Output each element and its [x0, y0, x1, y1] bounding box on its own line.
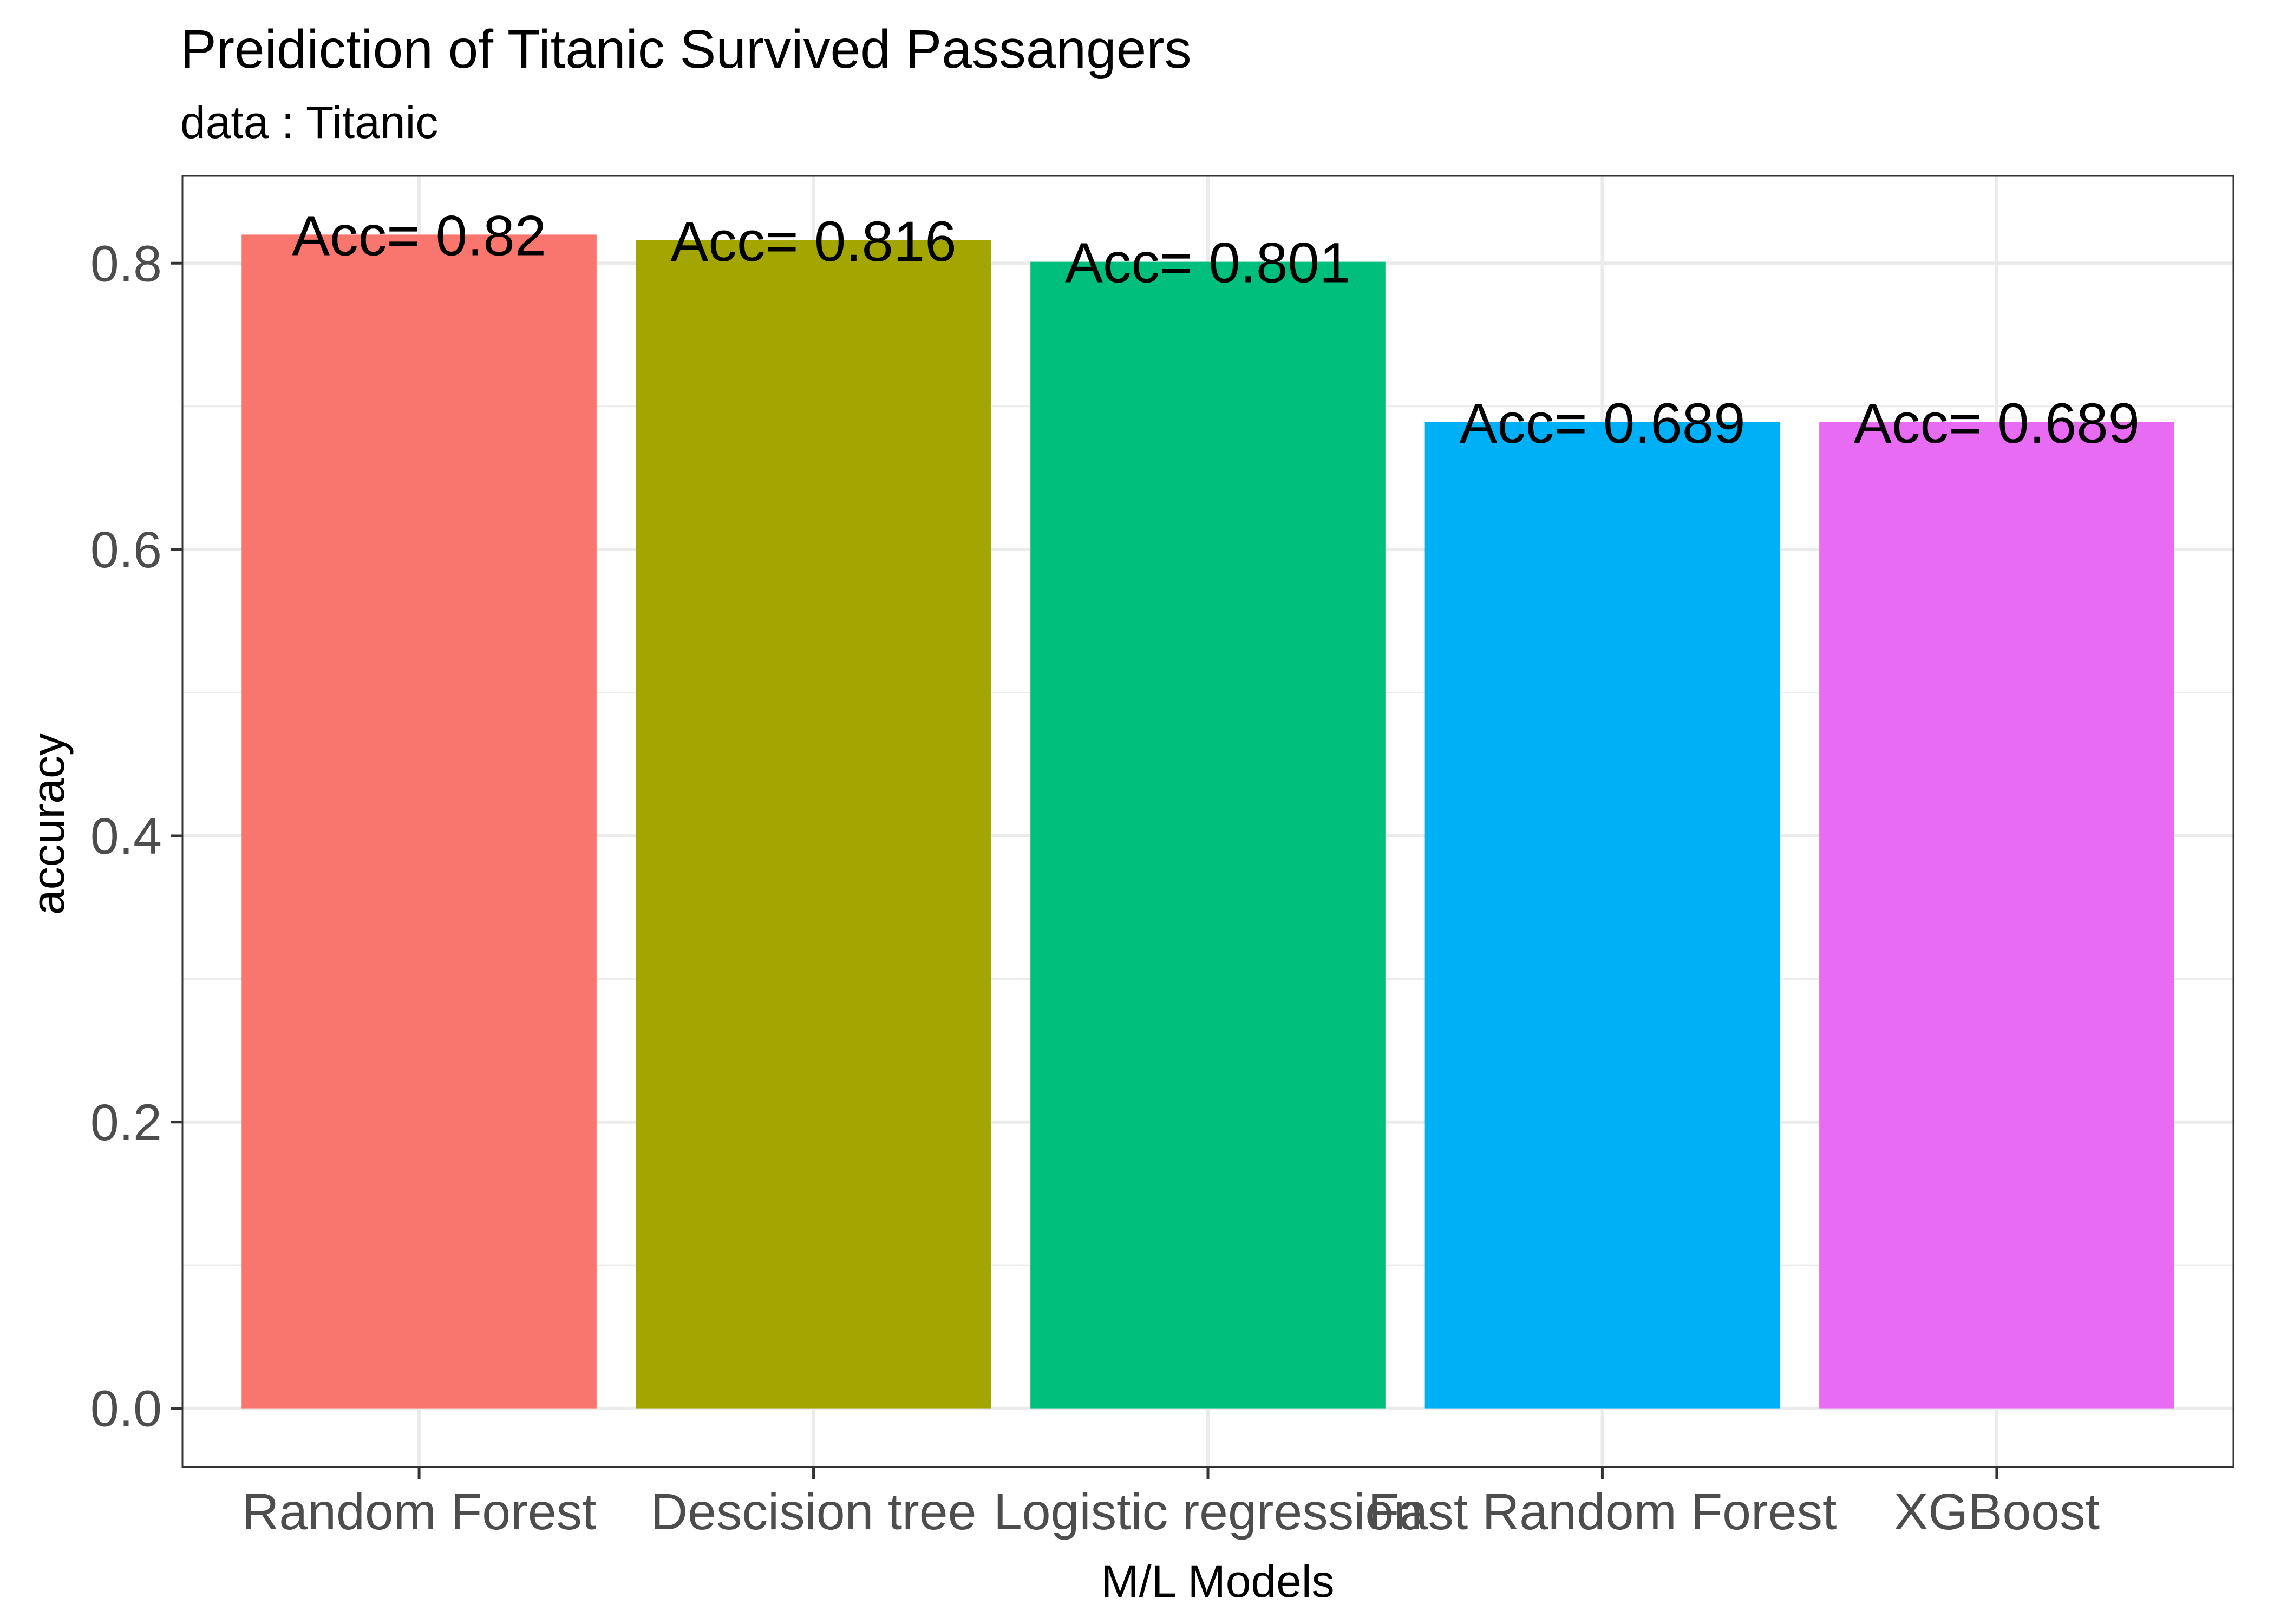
x-tick-label: Random Forest — [242, 1483, 597, 1541]
y-tick-label: 0.4 — [90, 808, 162, 865]
bar — [1424, 422, 1780, 1409]
x-axis-title: M/L Models — [1101, 1556, 1334, 1607]
data-label: Acc= 0.816 — [670, 210, 956, 273]
x-tick-label: Fast Random Forest — [1368, 1483, 1837, 1541]
y-tick-label: 0.2 — [90, 1094, 162, 1151]
data-label: Acc= 0.82 — [292, 204, 546, 267]
chart-subtitle: data : Titanic — [180, 97, 438, 148]
y-tick-label: 0.6 — [90, 521, 162, 579]
bars — [241, 234, 2174, 1409]
bar — [241, 234, 597, 1409]
x-axis: Random Forest Descision tree Logistic regr… — [242, 1467, 2100, 1541]
y-tick-label: 0.8 — [90, 235, 162, 292]
bar — [1030, 261, 1386, 1409]
chart-title: Preidiction of Titanic Survived Passange… — [180, 19, 1192, 80]
bar — [1819, 422, 2174, 1409]
y-axis: 0.0 0.2 0.4 0.6 0.8 — [90, 235, 182, 1438]
x-tick-label: XGBoost — [1894, 1483, 2100, 1541]
data-label: Acc= 0.689 — [1854, 392, 2140, 455]
data-label: Acc= 0.689 — [1459, 392, 1745, 455]
x-tick-label: Logistic regression — [994, 1483, 1422, 1541]
bar — [636, 240, 991, 1409]
y-axis-title: accuracy — [23, 733, 74, 915]
y-tick-label: 0.0 — [90, 1380, 162, 1438]
data-labels: Acc= 0.82 Acc= 0.816 Acc= 0.801 Acc= 0.689 A… — [292, 204, 2140, 455]
x-tick-label: Descision tree — [651, 1483, 977, 1541]
data-label: Acc= 0.801 — [1065, 232, 1351, 295]
